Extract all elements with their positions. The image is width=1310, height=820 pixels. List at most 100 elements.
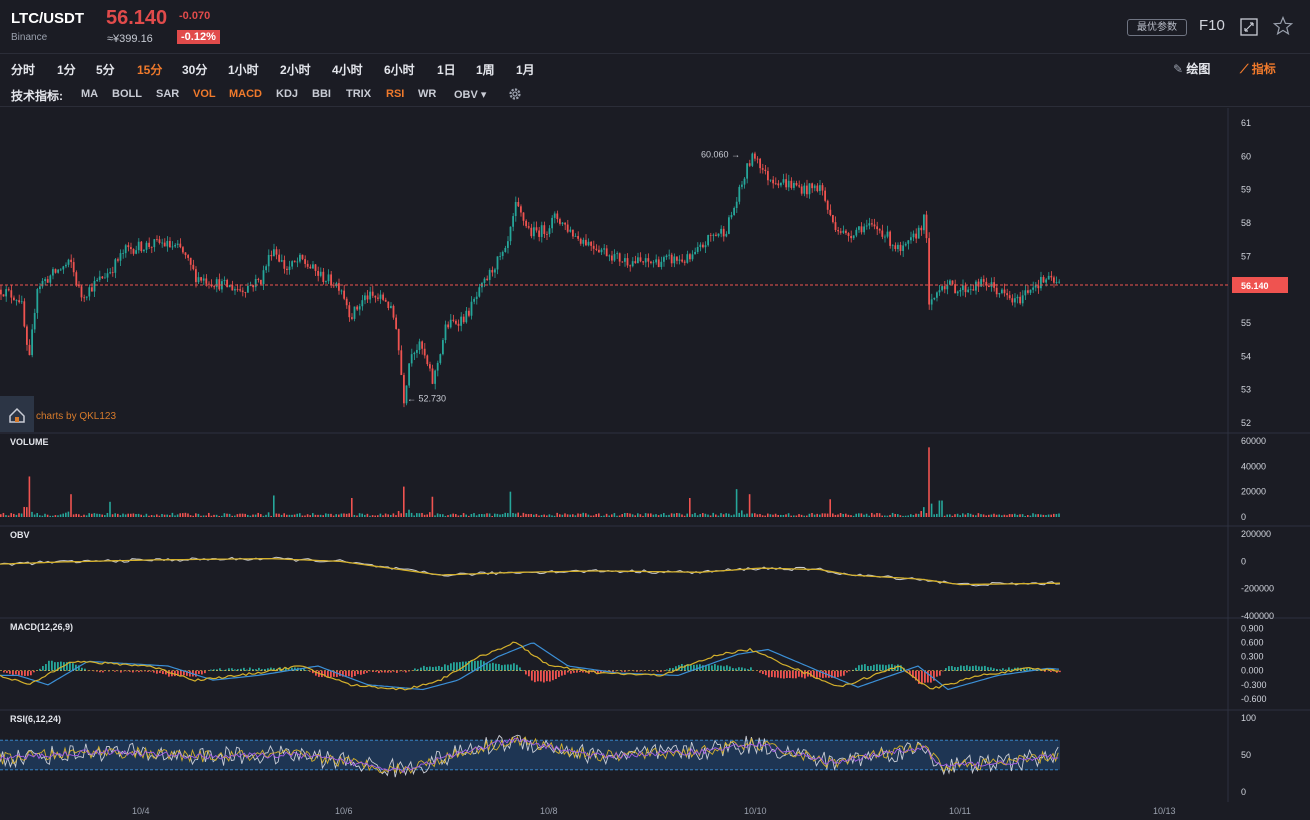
macd-histogram-bar bbox=[660, 670, 662, 672]
volume-bar bbox=[538, 515, 540, 517]
candle-body bbox=[907, 240, 910, 244]
timeframe-tab[interactable]: 1日 bbox=[437, 63, 456, 77]
macd-histogram-bar bbox=[324, 670, 326, 677]
indicator-toggle[interactable]: VOL bbox=[193, 88, 216, 100]
gear-icon[interactable] bbox=[507, 86, 523, 102]
indicator-toggle[interactable]: MA bbox=[81, 88, 99, 100]
volume-bar bbox=[730, 515, 733, 517]
candle-body bbox=[122, 253, 124, 254]
f10-button[interactable]: F10 bbox=[1199, 17, 1225, 34]
candle-body bbox=[959, 290, 962, 292]
volume-bar bbox=[70, 494, 72, 517]
timeframe-tab[interactable]: 5分 bbox=[96, 63, 115, 77]
candle-body bbox=[195, 269, 197, 283]
macd-histogram-bar bbox=[552, 670, 554, 681]
macd-histogram-bar bbox=[402, 670, 404, 672]
macd-histogram-bar bbox=[933, 670, 935, 681]
volume-bar bbox=[501, 514, 504, 517]
x-axis-tick: 10/6 bbox=[335, 806, 353, 816]
macd-histogram-bar bbox=[927, 670, 929, 683]
candle-body bbox=[793, 183, 795, 188]
timeframe-tab[interactable]: 分时 bbox=[11, 63, 36, 77]
macd-histogram-bar bbox=[417, 669, 419, 671]
volume-bar bbox=[88, 513, 90, 517]
volume-bar bbox=[369, 515, 371, 517]
macd-histogram-bar bbox=[24, 670, 26, 676]
macd-histogram-bar bbox=[906, 670, 908, 673]
indicator-button[interactable]: ⟋ 指标 bbox=[1240, 60, 1276, 77]
volume-bar bbox=[988, 514, 990, 517]
timeframe-tab[interactable]: 15分 bbox=[137, 63, 163, 77]
volume-bar bbox=[600, 515, 603, 517]
macd-histogram-bar bbox=[354, 670, 356, 677]
volume-bar bbox=[148, 515, 150, 517]
volume-bar bbox=[423, 514, 426, 517]
macd-histogram-bar bbox=[30, 670, 32, 676]
home-logo-icon[interactable] bbox=[0, 396, 34, 432]
timeframe-tab[interactable]: 30分 bbox=[182, 63, 208, 77]
macd-histogram-bar bbox=[879, 664, 881, 671]
timeframe-tab[interactable]: 1月 bbox=[516, 63, 535, 77]
volume-bar bbox=[340, 513, 343, 517]
timeframe-tab[interactable]: 1分 bbox=[57, 63, 76, 77]
candle-body bbox=[889, 231, 891, 246]
candle-body bbox=[650, 261, 652, 263]
candle-body bbox=[704, 245, 707, 248]
candle-body bbox=[1032, 287, 1034, 290]
indicator-toggle[interactable]: TRIX bbox=[346, 88, 372, 100]
indicator-toggle[interactable]: OBV ▾ bbox=[454, 89, 487, 101]
candle-body bbox=[132, 249, 135, 254]
volume-bar bbox=[7, 515, 10, 517]
timeframe-tab[interactable]: 1周 bbox=[476, 63, 495, 77]
indicator-toggle[interactable]: KDJ bbox=[276, 88, 299, 100]
timeframe-tab[interactable]: 4小时 bbox=[332, 63, 363, 77]
macd-histogram-bar bbox=[840, 670, 842, 677]
macd-histogram-bar bbox=[201, 670, 203, 675]
candle-body bbox=[426, 355, 429, 365]
macd-histogram-bar bbox=[624, 670, 626, 672]
candle-body bbox=[189, 257, 192, 265]
volume-bar bbox=[910, 514, 912, 517]
indicator-toggle[interactable]: WR bbox=[418, 88, 437, 100]
indicator-toggle[interactable]: SAR bbox=[156, 88, 180, 100]
macd-histogram-bar bbox=[822, 670, 824, 679]
volume-bar bbox=[761, 515, 764, 517]
macd-histogram-bar bbox=[360, 670, 362, 675]
candle-body bbox=[106, 273, 109, 278]
macd-histogram-bar bbox=[873, 664, 875, 671]
volume-bar bbox=[928, 447, 930, 517]
candle-body bbox=[449, 319, 452, 328]
candle-body bbox=[975, 281, 977, 291]
macd-histogram-bar bbox=[570, 670, 572, 674]
macd-histogram-bar bbox=[429, 666, 431, 671]
volume-bar bbox=[143, 515, 145, 517]
volume-bar bbox=[200, 515, 202, 517]
macd-histogram-bar bbox=[267, 668, 269, 671]
volume-bar bbox=[704, 513, 707, 517]
timeframe-tab[interactable]: 2小时 bbox=[280, 63, 311, 77]
volume-bar bbox=[995, 514, 998, 517]
macd-histogram-bar bbox=[723, 666, 725, 671]
candle-body bbox=[343, 290, 345, 299]
volume-bar bbox=[509, 491, 512, 517]
draw-tool-button[interactable]: ✎ 绘图 bbox=[1173, 60, 1210, 77]
indicator-toggle[interactable]: MACD bbox=[229, 88, 262, 100]
volume-bar bbox=[15, 514, 18, 517]
candle-body bbox=[65, 264, 67, 267]
macd-histogram-bar bbox=[909, 670, 911, 675]
indicator-toggle[interactable]: BOLL bbox=[112, 88, 142, 100]
timeframe-tab[interactable]: 1小时 bbox=[228, 63, 259, 77]
favorite-star-icon[interactable] bbox=[1273, 16, 1293, 36]
indicator-toggle[interactable]: RSI bbox=[386, 88, 405, 100]
timeframe-tab[interactable]: 6小时 bbox=[384, 63, 415, 77]
macd-histogram-bar bbox=[768, 670, 770, 678]
macd-histogram-bar bbox=[183, 670, 185, 676]
candle-body bbox=[1016, 296, 1019, 299]
optimal-params-button[interactable]: 最优参数 bbox=[1127, 19, 1187, 36]
fullscreen-icon[interactable] bbox=[1240, 18, 1258, 36]
indicator-toggle[interactable]: BBI bbox=[312, 88, 331, 100]
volume-bar bbox=[1047, 514, 1050, 517]
macd-histogram-bar bbox=[801, 670, 803, 678]
volume-bar bbox=[208, 512, 210, 517]
